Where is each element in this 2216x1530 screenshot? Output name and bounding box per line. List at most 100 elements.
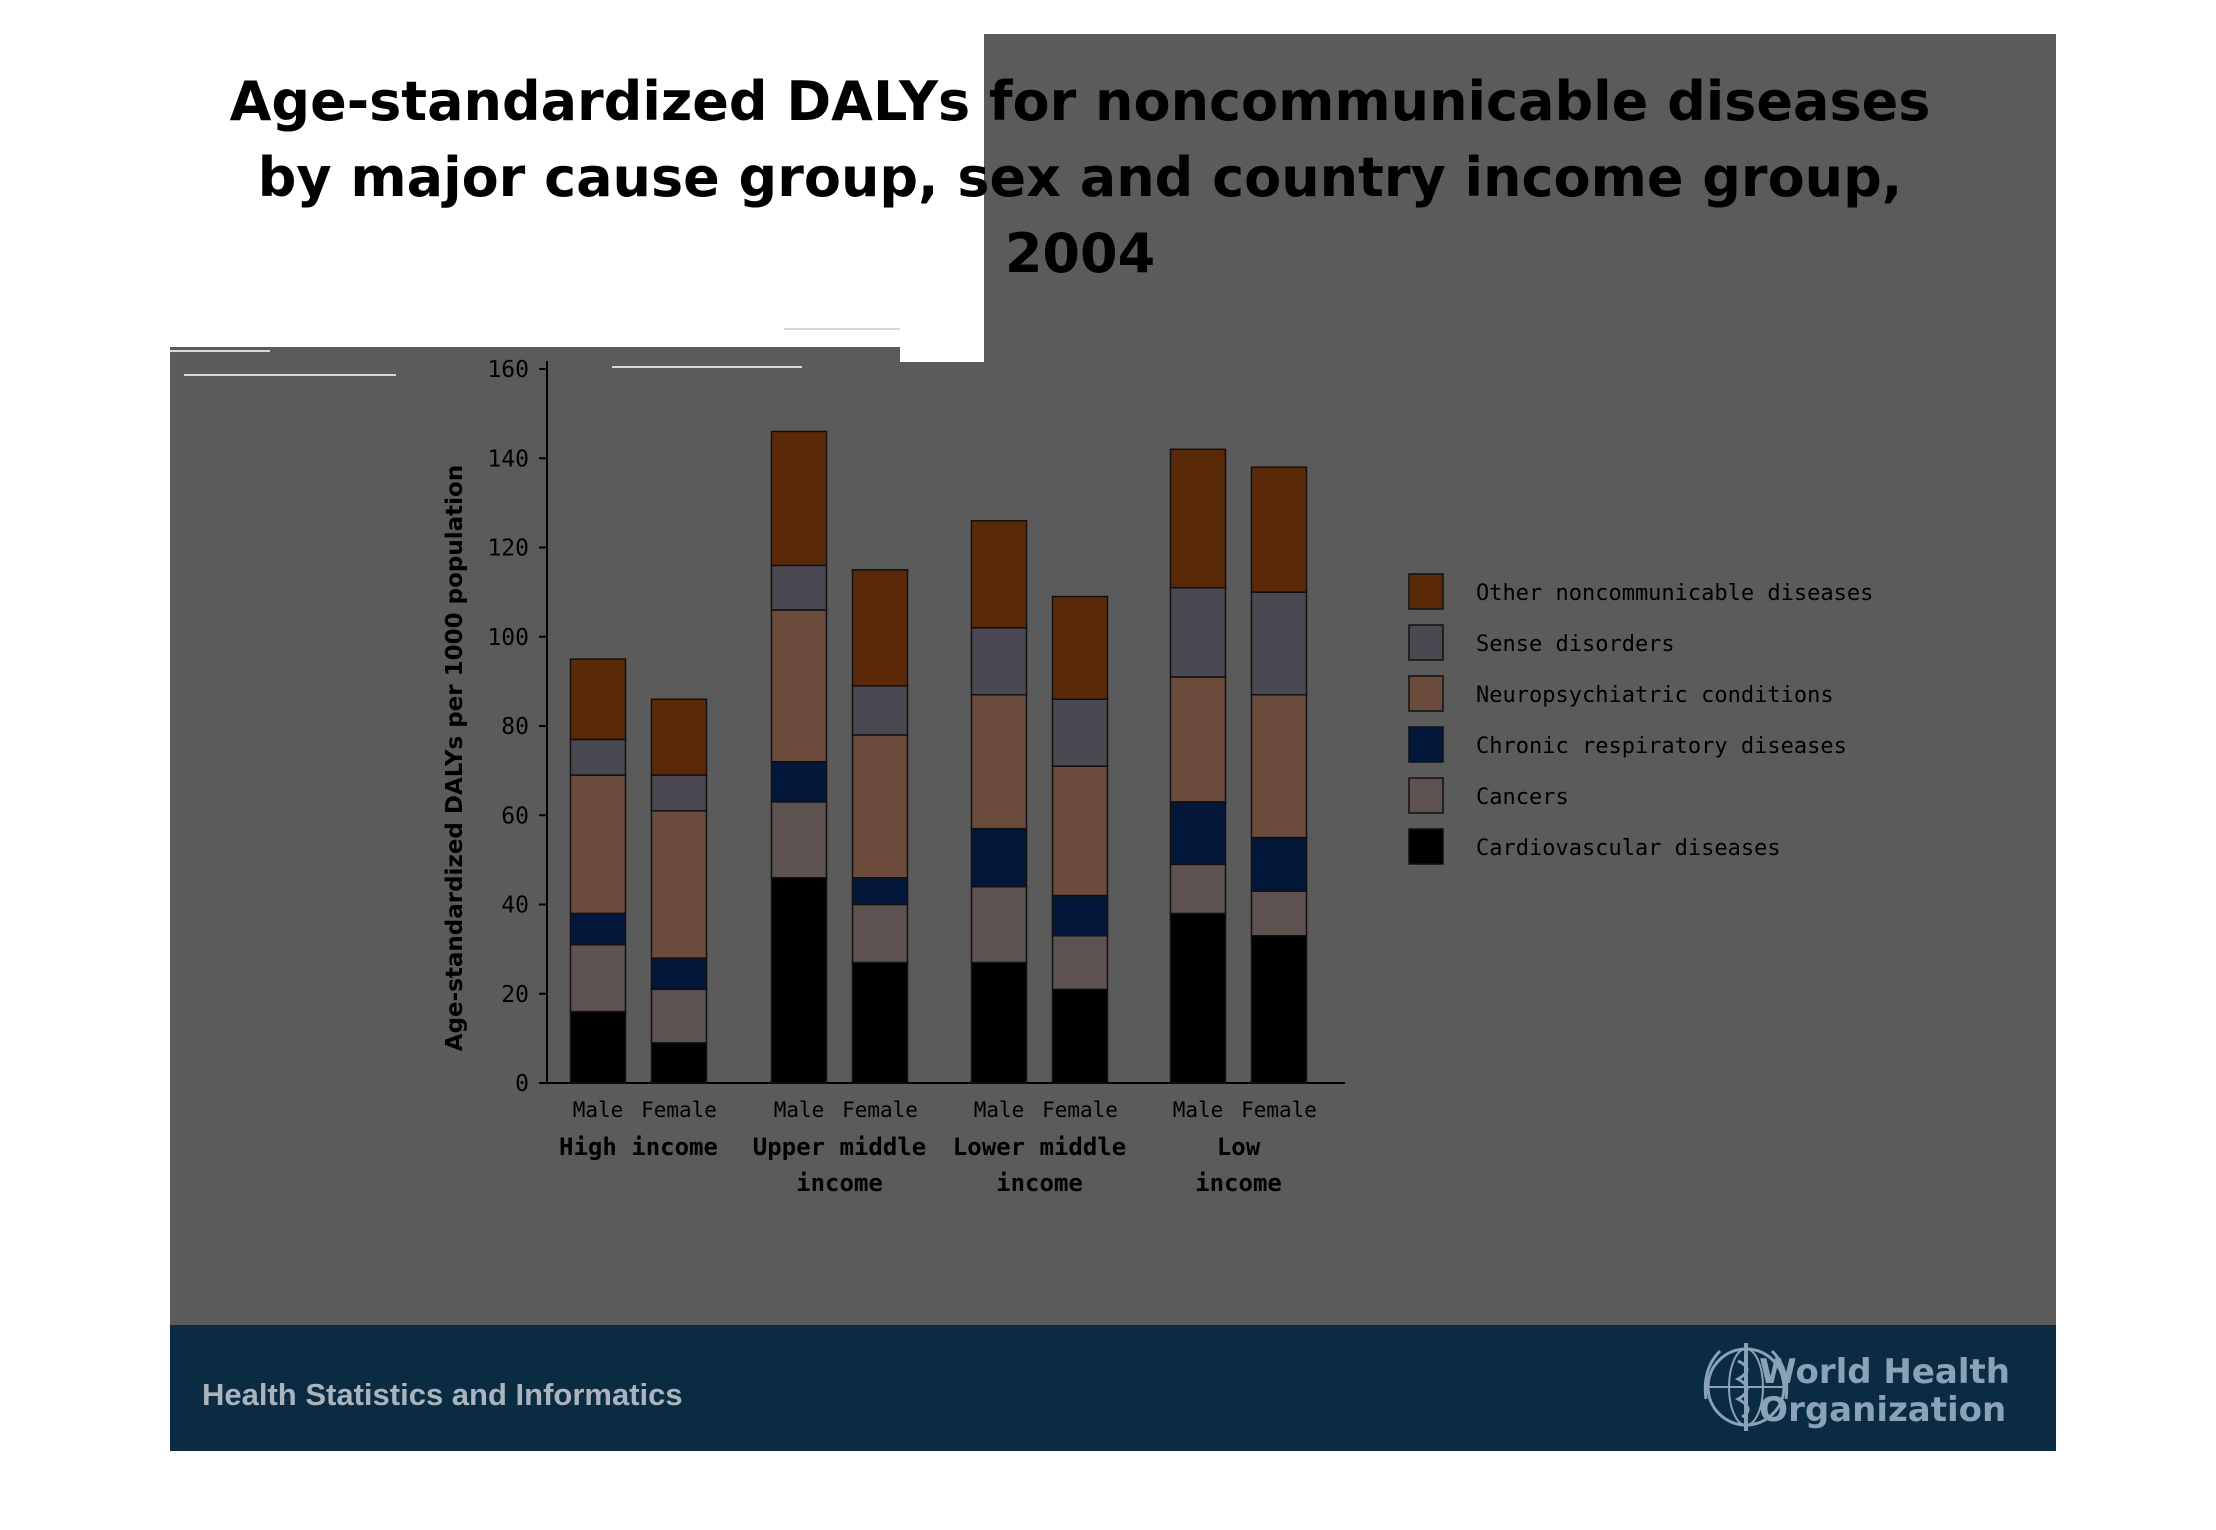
title-background: [984, 34, 2056, 349]
bar-segment: [650, 698, 708, 776]
bar-segment: [1250, 836, 1308, 892]
bar-segment: [770, 609, 828, 763]
bar-segment: [569, 774, 627, 915]
legend-label: Cardiovascular diseases: [1476, 836, 1781, 861]
bar-segment: [1169, 912, 1227, 1084]
bar-segment: [1169, 863, 1227, 915]
legend-swatch: [1408, 624, 1444, 661]
bar-segment: [770, 430, 828, 567]
decorative-line: [784, 328, 900, 330]
legend-swatch: [1408, 777, 1444, 814]
bar-segment: [1169, 801, 1227, 866]
x-tick-label: Male: [573, 1098, 624, 1122]
bar-segment: [851, 903, 909, 964]
bar-segment: [569, 912, 627, 946]
bar-segment: [650, 1042, 708, 1084]
y-tick-label: 0: [515, 1071, 529, 1097]
bar-segment: [650, 774, 708, 812]
bar-segment: [1250, 591, 1308, 696]
y-tick-label: 120: [487, 536, 529, 562]
legend-label: Chronic respiratory diseases: [1476, 734, 1847, 759]
bar-segment: [1250, 934, 1308, 1084]
x-tick-label: Male: [1173, 1098, 1224, 1122]
bar-segment: [970, 885, 1028, 964]
who-emblem-icon: [1703, 1343, 1789, 1431]
bar-segment: [851, 569, 909, 687]
title-highlight: [280, 34, 984, 328]
legend-swatch: [1408, 573, 1444, 610]
decorative-line: [184, 374, 396, 376]
bar-segment: [569, 658, 627, 741]
bar-segment: [970, 827, 1028, 888]
organization-name-line1: World Health: [1759, 1352, 2010, 1392]
decorative-line: [170, 350, 270, 352]
bar-segment: [851, 734, 909, 879]
bar-segment: [569, 1010, 627, 1084]
legend-swatch: [1408, 828, 1444, 865]
bar-segment: [1250, 694, 1308, 839]
bar-segment: [1169, 676, 1227, 803]
y-axis-label: Age-standardized DALYs per 1000 populati…: [442, 465, 468, 1051]
legend-label: Cancers: [1476, 785, 1569, 810]
bar-segment: [851, 876, 909, 906]
x-tick-label: Female: [1042, 1098, 1118, 1122]
bar-segment: [569, 738, 627, 776]
y-tick-label: 60: [501, 803, 529, 829]
page-title: Age-standardized DALYs for noncommunicab…: [229, 70, 1931, 285]
bar-segment: [1169, 586, 1227, 678]
bar-segment: [1051, 894, 1109, 937]
bar-segment: [770, 564, 828, 611]
y-tick-label: 80: [501, 714, 529, 740]
y-tick-label: 40: [501, 893, 529, 919]
bar-segment: [1051, 698, 1109, 767]
y-tick-label: 100: [487, 625, 529, 651]
bar-segment: [1051, 765, 1109, 897]
x-axis-labels: Male Female Male Female Male Female Male Female…: [559, 1098, 1317, 1197]
bar-segment: [1169, 448, 1227, 589]
x-tick-label: Female: [641, 1098, 717, 1122]
bar-segment: [1250, 890, 1308, 937]
bar-segment: [569, 943, 627, 1013]
x-tick-label: Female: [1241, 1098, 1317, 1122]
bar-segment: [770, 760, 828, 803]
x-tick-label: Female: [842, 1098, 918, 1122]
slide-background: [170, 347, 2056, 1451]
bar-segment: [851, 685, 909, 736]
group-label: Lower middle income: [953, 1133, 1126, 1197]
group-label: Upper middle income: [753, 1133, 926, 1197]
x-tick-label: Male: [974, 1098, 1025, 1122]
bar-segment: [650, 988, 708, 1044]
organization-name-line2: Organization: [1759, 1390, 2007, 1430]
legend-label: Other noncommunicable diseases: [1476, 581, 1873, 606]
bar-segment: [970, 694, 1028, 830]
y-tick-label: 20: [501, 982, 529, 1008]
bar-segment: [970, 627, 1028, 696]
x-tick-label: Male: [774, 1098, 825, 1122]
bar-segment: [851, 961, 909, 1084]
footer-bar: Health Statistics and Informatics World …: [170, 1325, 2056, 1451]
bar-segment: [1051, 934, 1109, 991]
organization-name: World Health Organization: [1759, 1353, 2010, 1429]
legend-label: Neuropsychiatric conditions: [1476, 683, 1834, 708]
footer-text: Health Statistics and Informatics: [202, 1377, 683, 1412]
legend-swatch: [1408, 726, 1444, 763]
bar-segment: [1250, 466, 1308, 593]
legend-swatch: [1408, 675, 1444, 712]
legend: Other noncommunicable diseases Sense diso…: [1408, 573, 1873, 865]
legend-label: Sense disorders: [1476, 632, 1675, 657]
title-highlight-notch: [900, 328, 984, 362]
group-label: Low income: [1195, 1133, 1282, 1197]
group-label: High income: [559, 1133, 718, 1161]
bar-segment: [1051, 595, 1109, 700]
bar-segment: [770, 801, 828, 879]
bar-segment: [650, 810, 708, 959]
bar-segment: [970, 961, 1028, 1084]
bar-segment: [970, 519, 1028, 629]
y-tick-label: 140: [487, 446, 529, 472]
bar-segment: [770, 876, 828, 1084]
y-tick-label: 160: [487, 357, 529, 383]
decorative-line: [612, 366, 802, 368]
bar-segment: [1051, 988, 1109, 1084]
bars: [569, 430, 1308, 1084]
